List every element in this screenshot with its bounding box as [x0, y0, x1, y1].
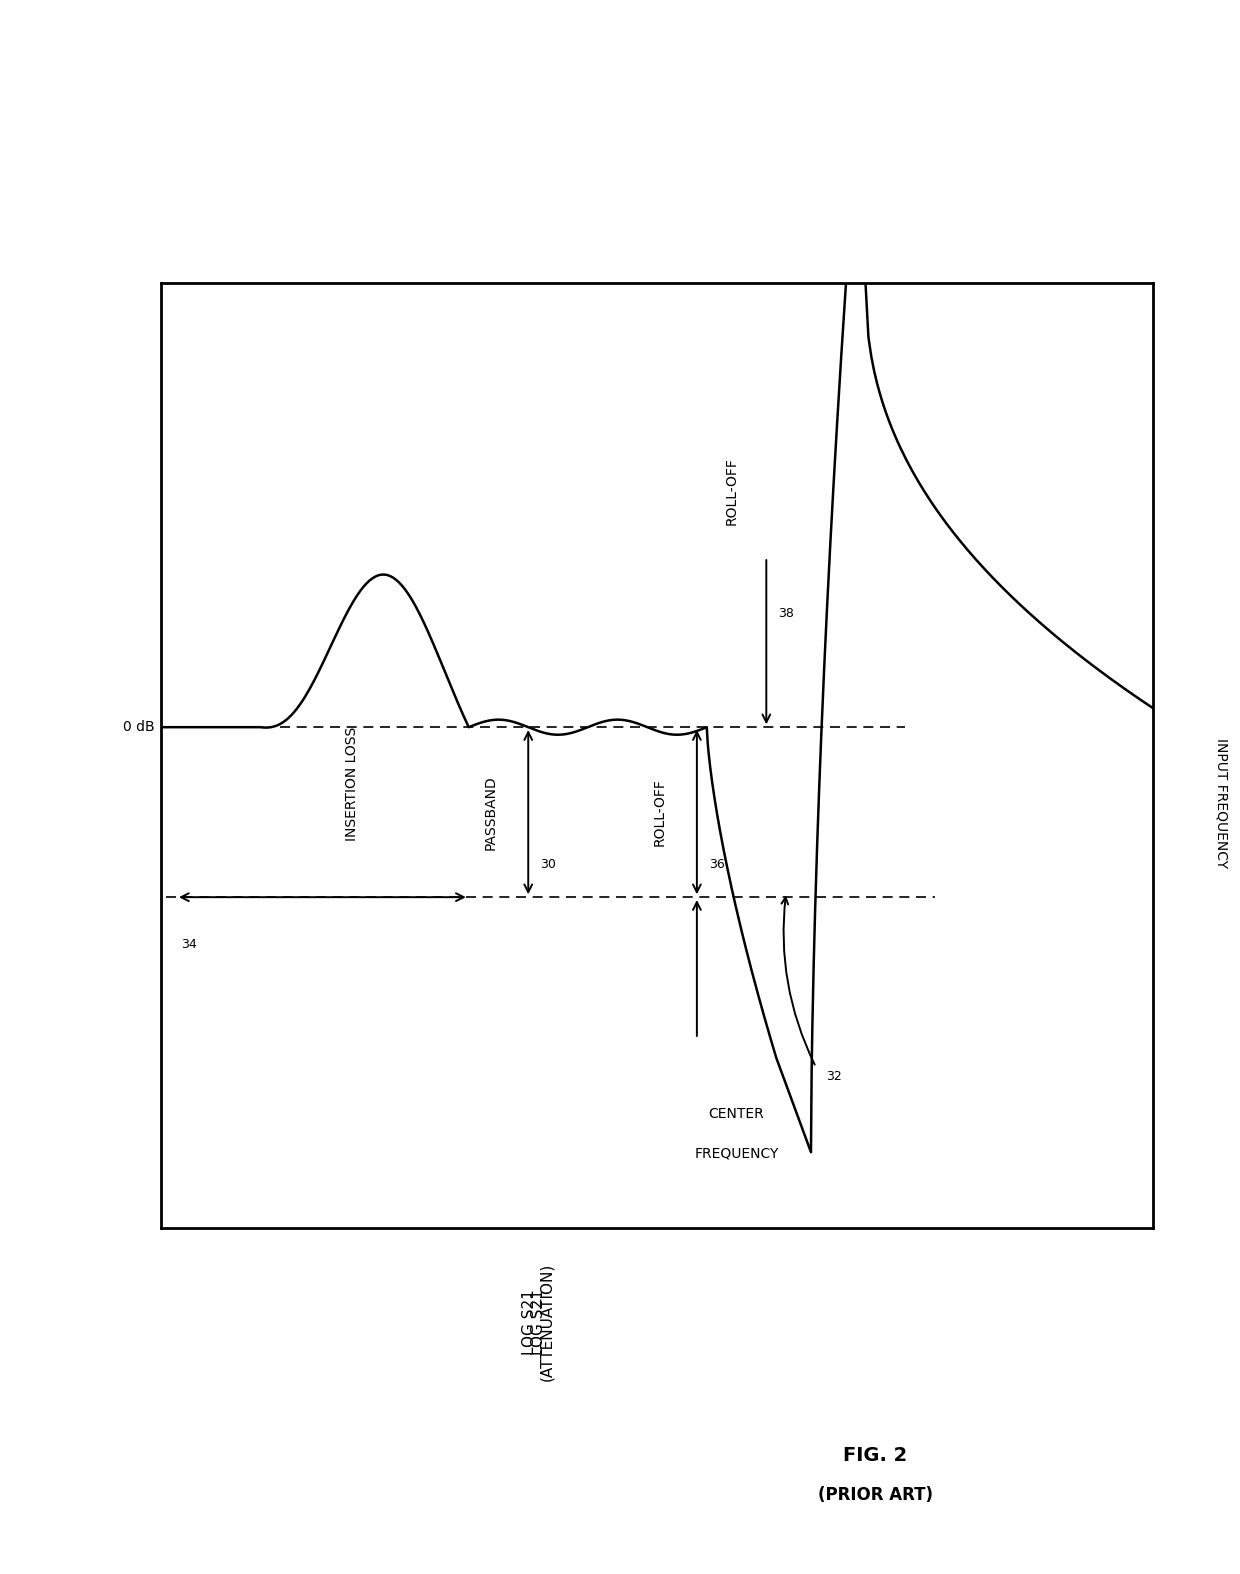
- Text: 30: 30: [541, 858, 556, 870]
- Text: LOG S21: LOG S21: [531, 1289, 546, 1355]
- Text: FREQUENCY: FREQUENCY: [694, 1147, 779, 1160]
- Text: INPUT FREQUENCY: INPUT FREQUENCY: [1214, 738, 1229, 867]
- Text: CENTER: CENTER: [709, 1108, 764, 1121]
- Text: 32: 32: [826, 1070, 842, 1083]
- Text: 0 dB: 0 dB: [123, 721, 155, 733]
- Text: (PRIOR ART): (PRIOR ART): [818, 1486, 932, 1505]
- Text: 34: 34: [181, 938, 197, 951]
- Text: ROLL-OFF: ROLL-OFF: [652, 778, 666, 847]
- Text: LOG S21
(ATTENUATION): LOG S21 (ATTENUATION): [522, 1262, 554, 1382]
- Text: ROLL-OFF: ROLL-OFF: [724, 456, 739, 526]
- Text: FIG. 2: FIG. 2: [843, 1447, 908, 1465]
- Text: INSERTION LOSS: INSERTION LOSS: [345, 727, 360, 841]
- Text: 38: 38: [779, 608, 794, 620]
- Text: PASSBAND: PASSBAND: [484, 774, 497, 850]
- Text: 36: 36: [709, 858, 724, 870]
